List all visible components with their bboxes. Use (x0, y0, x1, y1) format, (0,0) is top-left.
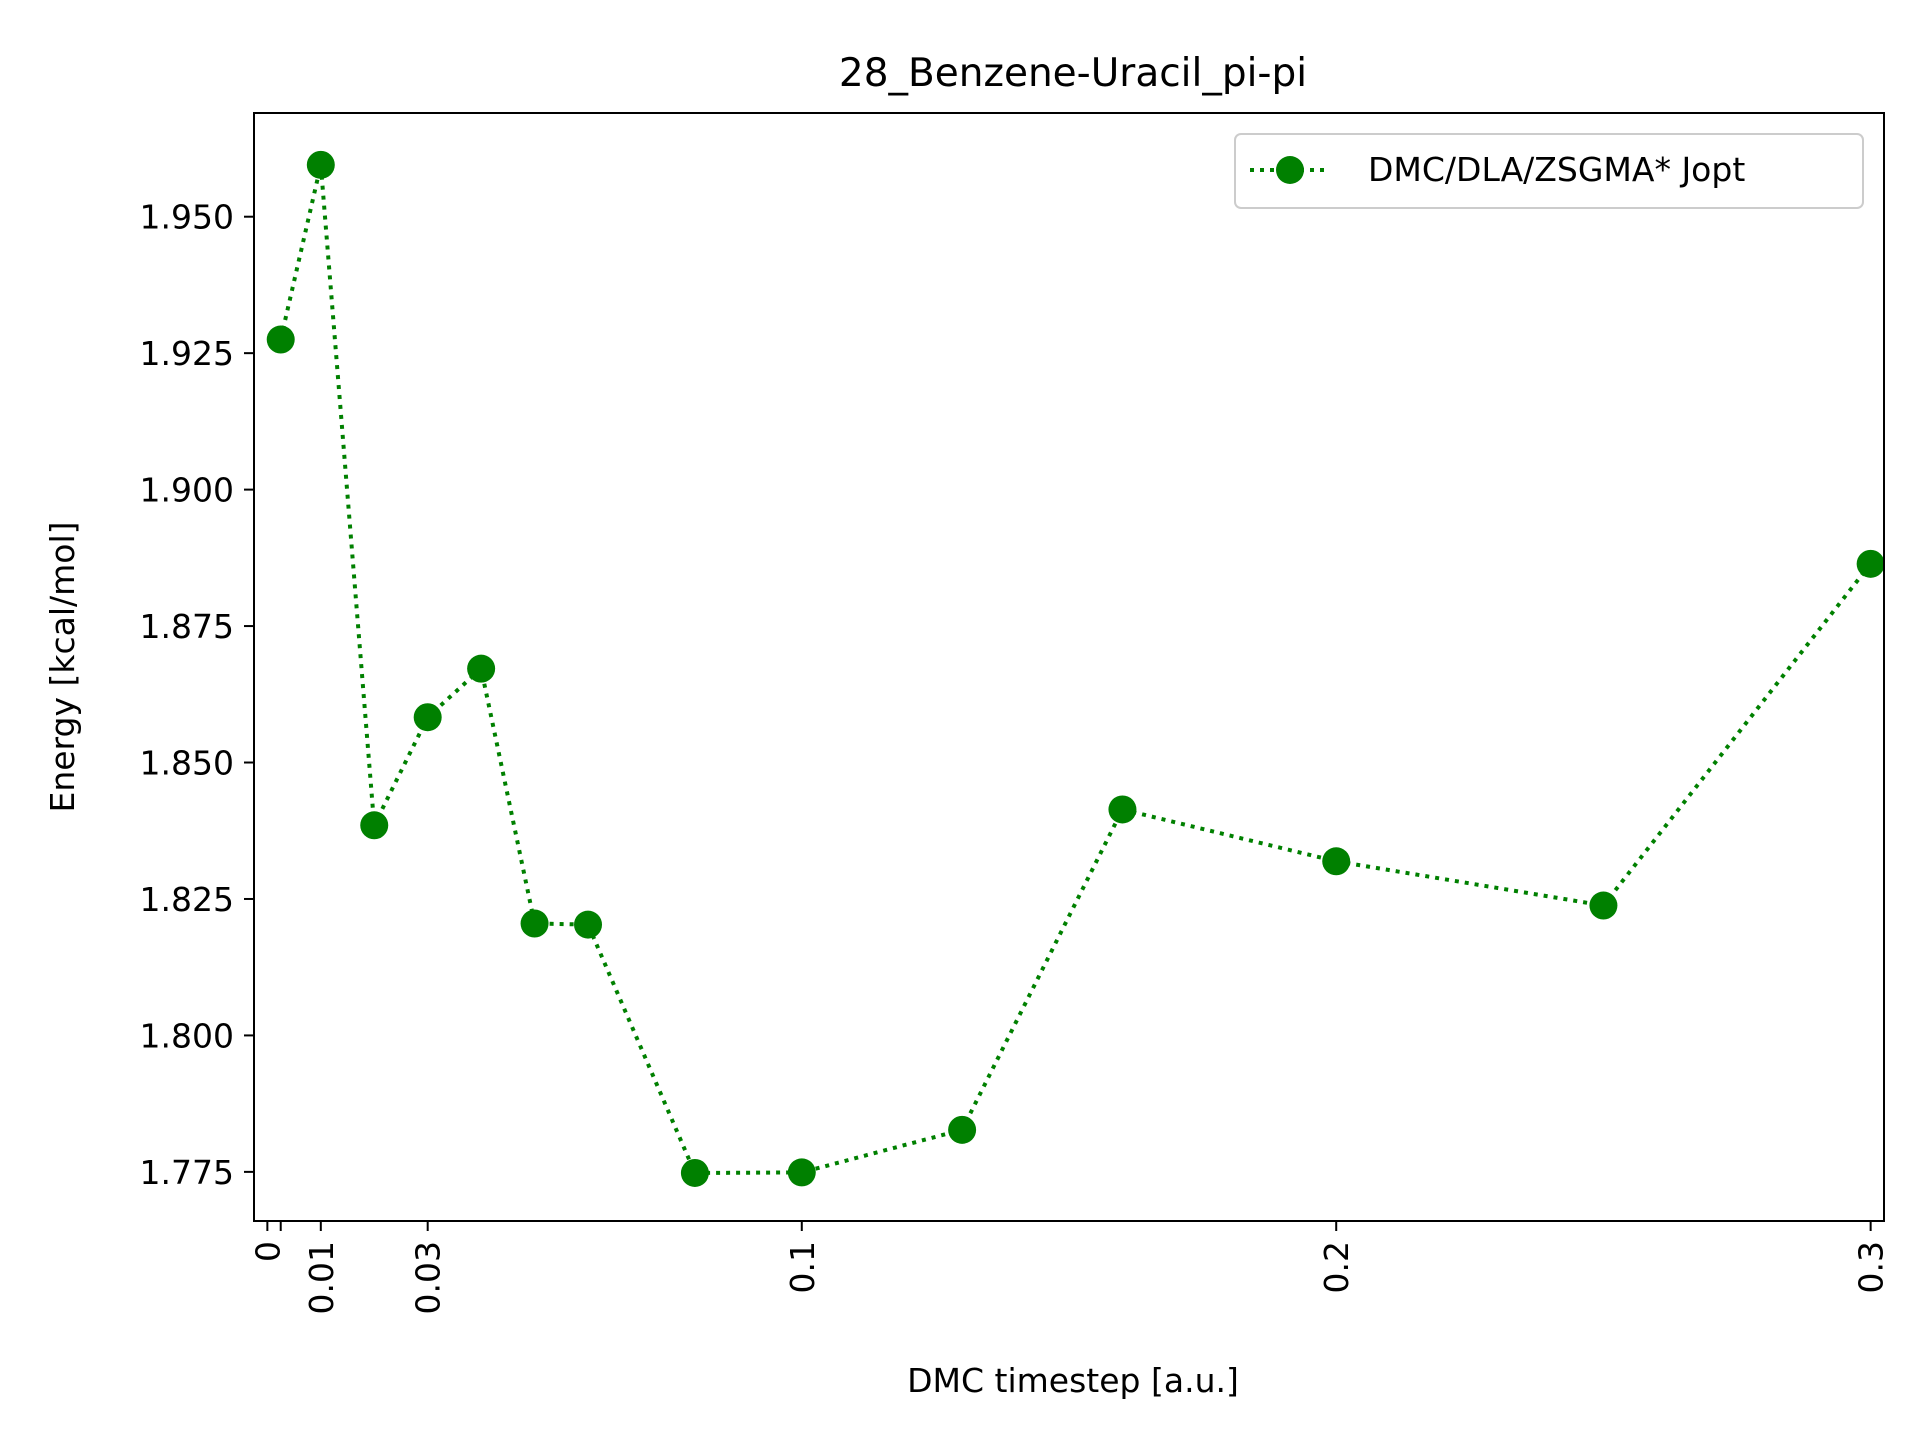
data-point (467, 654, 496, 683)
legend-marker (1276, 156, 1304, 184)
data-point (1322, 847, 1351, 876)
data-point (680, 1158, 709, 1187)
data-point (1589, 891, 1618, 920)
x-tick-label: 0.3 (1852, 1241, 1891, 1293)
data-point (520, 909, 549, 938)
data-point (948, 1115, 977, 1144)
x-tick-label: 0.03 (409, 1241, 448, 1314)
data-point (266, 325, 295, 354)
x-tick-label: 0.2 (1317, 1241, 1356, 1293)
y-tick-label: 1.950 (140, 198, 234, 237)
x-axis-ticks: 0 0.01 0.03 0.1 0.2 0.3 (248, 1221, 1891, 1314)
x-axis-label: DMC timestep [a.u.] (907, 1361, 1239, 1400)
y-tick-label: 1.800 (140, 1016, 234, 1055)
data-point (787, 1158, 816, 1187)
plot-series (266, 150, 1885, 1187)
y-tick-label: 1.900 (140, 471, 234, 510)
data-point (360, 811, 389, 840)
y-axis-label: Energy [kcal/mol] (43, 521, 82, 812)
y-axis-ticks: 1.775 1.800 1.825 1.850 1.875 1.900 1.925 1.950 (140, 198, 254, 1192)
data-point (1856, 549, 1885, 578)
plot-frame (253, 112, 1885, 1222)
legend-box (1234, 133, 1864, 209)
x-tick-label: 0.1 (783, 1241, 822, 1293)
y-tick-label: 1.925 (140, 334, 234, 373)
data-point (1108, 795, 1137, 824)
chart-title: 28_Benzene-Uracil_pi-pi (839, 51, 1307, 96)
y-tick-label: 1.775 (140, 1153, 234, 1192)
x-tick-label: 0.01 (302, 1241, 341, 1314)
y-tick-label: 1.850 (140, 744, 234, 783)
series-line (278, 164, 1873, 1176)
data-point (306, 150, 335, 179)
y-tick-label: 1.825 (140, 880, 234, 919)
x-tick-label: 0 (248, 1241, 287, 1262)
data-point (574, 910, 603, 939)
data-point (413, 703, 442, 732)
legend-label: DMC/DLA/ZSGMA* Jopt (1368, 150, 1745, 189)
y-tick-label: 1.875 (140, 607, 234, 646)
legend: DMC/DLA/ZSGMA* Jopt (1234, 133, 1864, 209)
